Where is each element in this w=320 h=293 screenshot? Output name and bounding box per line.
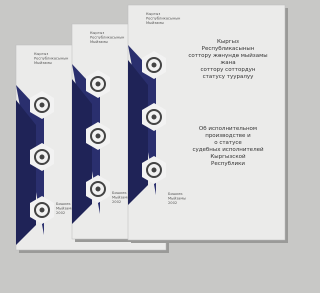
blue-band-2 <box>16 100 36 245</box>
title-ru: Кыргызской <box>210 153 246 160</box>
footer-text: Бишкек <box>168 192 183 196</box>
title-ru: о статусе <box>214 140 242 146</box>
footer-text: 2002 <box>56 211 65 215</box>
header-text: Кыргыз <box>34 52 48 56</box>
footer-text: Мыйзамы <box>56 207 74 211</box>
title-ky: соттору соттордун <box>201 67 256 73</box>
cover: КыргызРеспубликасынынМыйзамыБишкекМыйзам… <box>128 5 288 243</box>
title-ru: судебных исполнителей <box>192 146 264 153</box>
title-ru: производстве и <box>205 133 251 139</box>
footer-text: 2002 <box>168 201 177 205</box>
blue-band-2 <box>72 79 92 224</box>
header-text: Мыйзамы <box>34 61 52 65</box>
header-text: Республикасынын <box>146 17 181 21</box>
footer-text: 2002 <box>112 200 121 204</box>
title-ky: Республикасынын <box>202 46 255 52</box>
title-ky: Кыргыз <box>217 39 239 45</box>
header-text: Мыйзамы <box>90 40 108 44</box>
header-text: Республикасынын <box>90 36 125 40</box>
photo: КыргызРеспубликасынынМыйзамыБишкекМыйзам… <box>0 0 293 293</box>
title-ky: соттору жөнүндө мыйзамы <box>188 52 267 59</box>
footer-text: Мыйзамы <box>112 196 130 200</box>
footer-text: Бишкек <box>56 202 71 206</box>
header-text: Республикасынын <box>34 57 69 61</box>
title-ky: статусу тууралуу <box>203 74 254 80</box>
header-text: Кыргыз <box>146 12 160 16</box>
title-ky: жана <box>220 60 235 66</box>
header-text: Кыргыз <box>90 31 104 35</box>
title-ru: Республики <box>211 161 245 167</box>
header-text: Мыйзамы <box>146 21 164 25</box>
footer-text: Бишкек <box>112 191 127 195</box>
footer-text: Мыйзамы <box>168 197 186 201</box>
title-ru: Об исполнительном <box>199 126 257 132</box>
blue-band-2 <box>128 60 148 205</box>
